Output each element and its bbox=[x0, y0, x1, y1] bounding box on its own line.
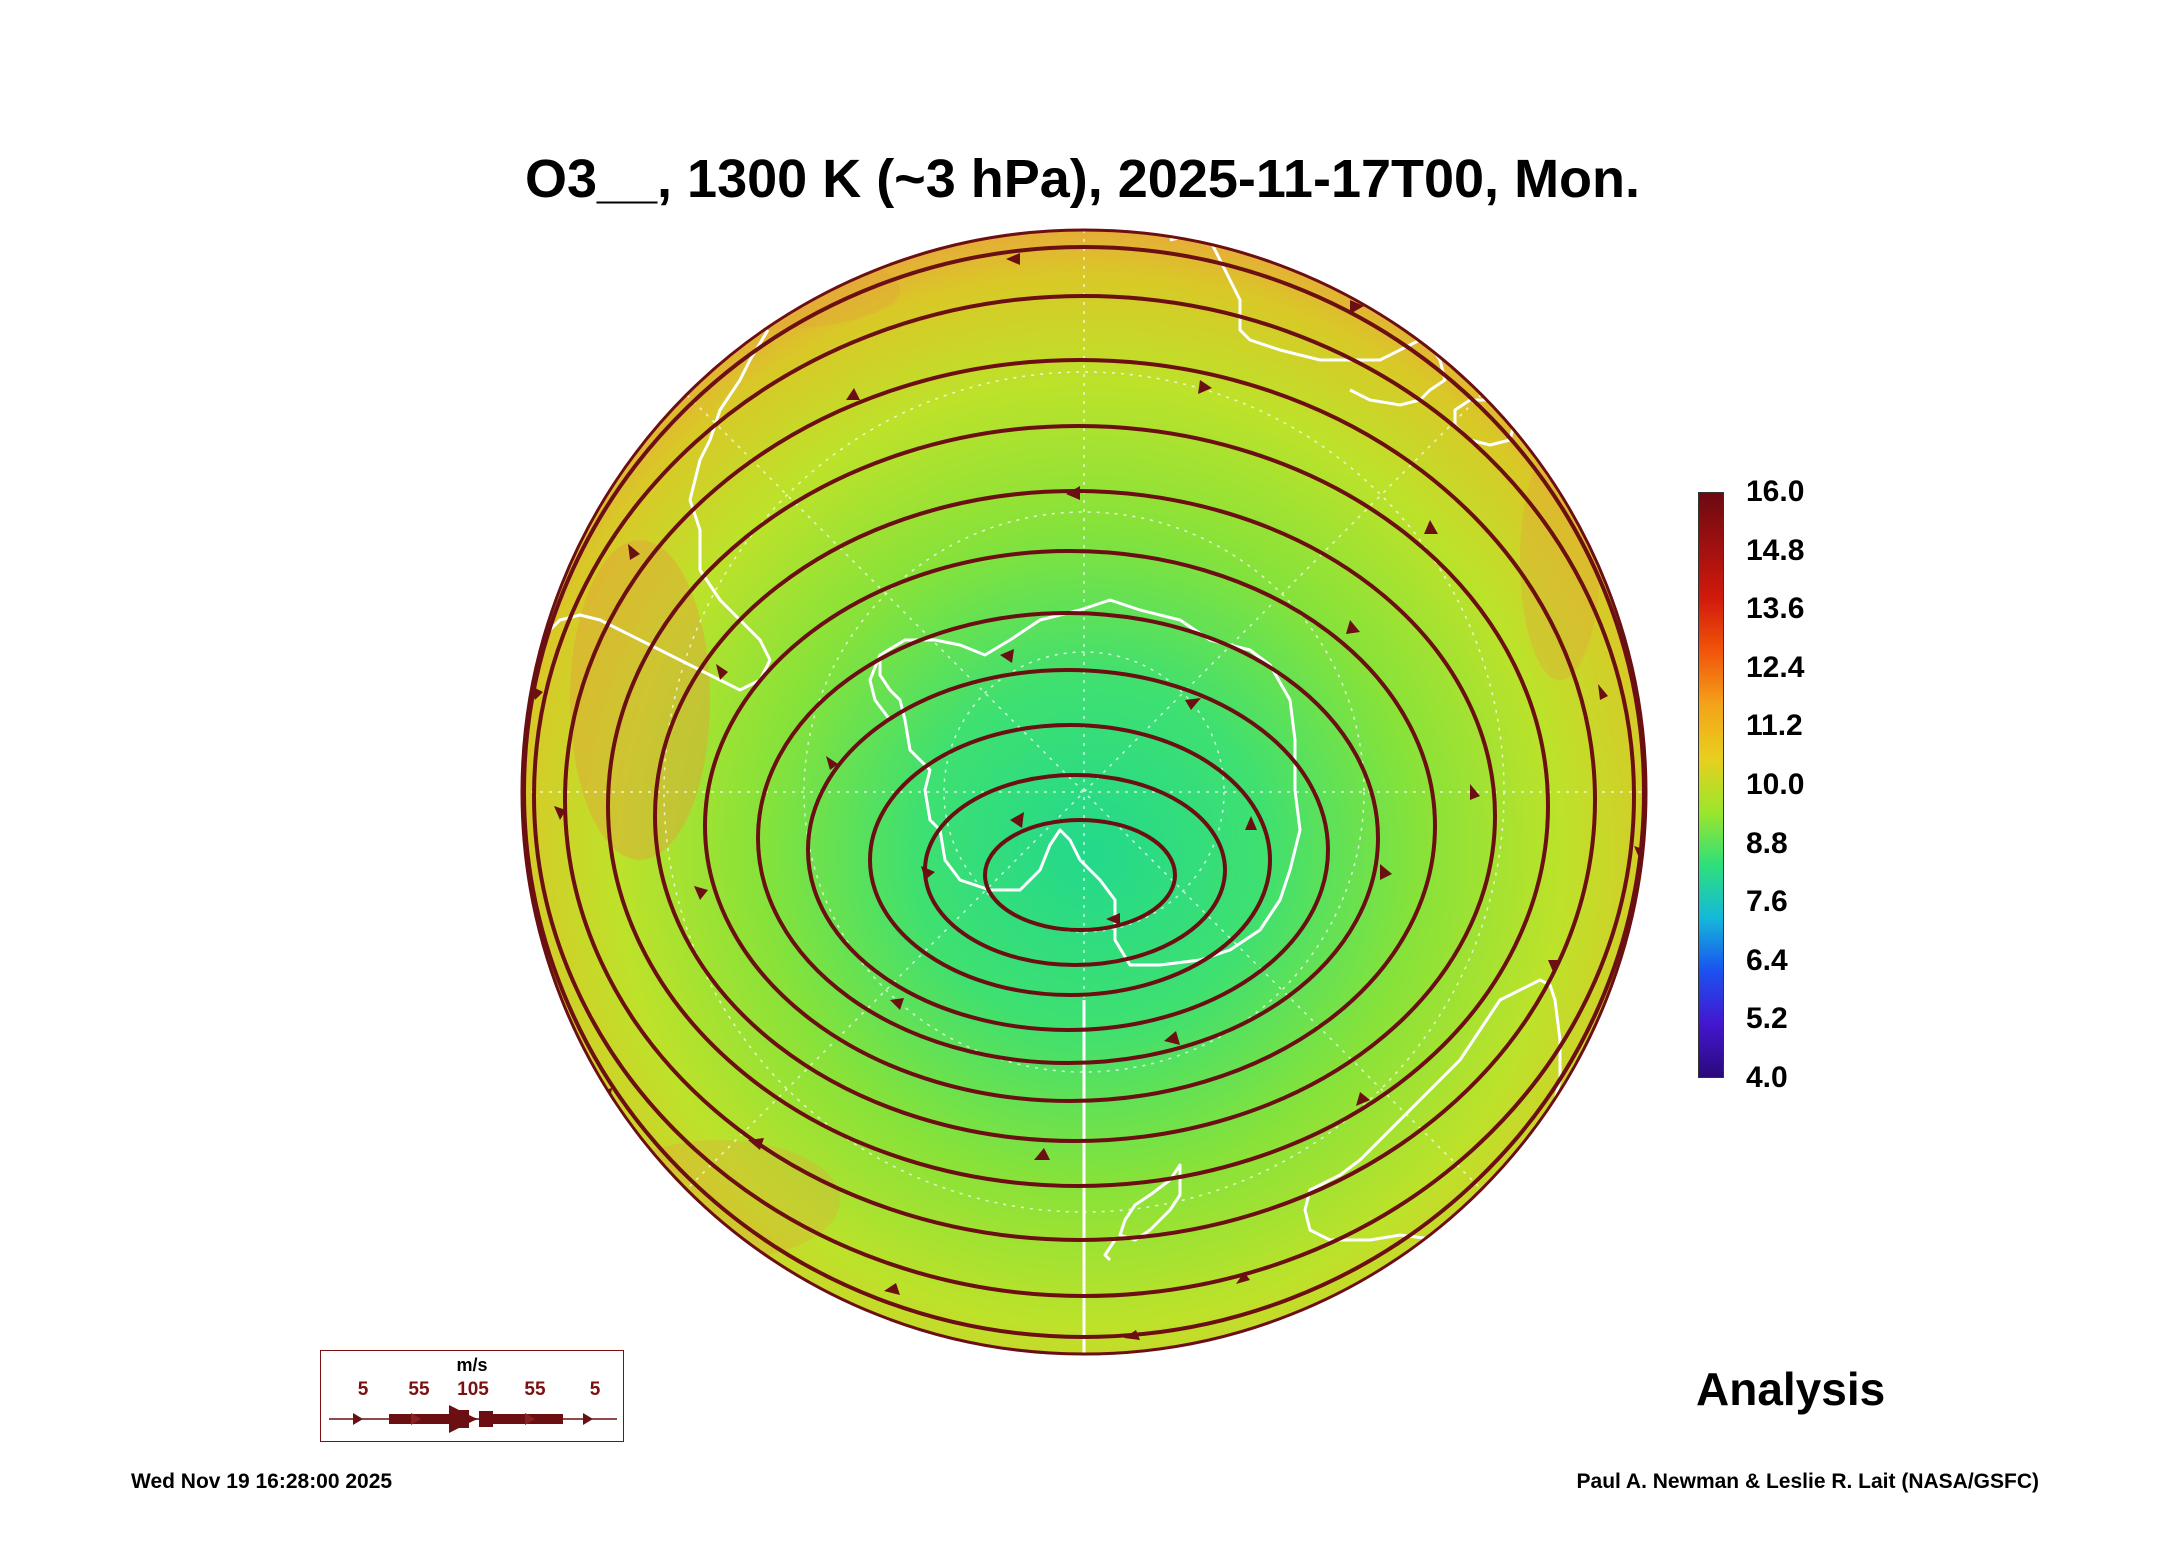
colorbar-tick-label: 13.6 bbox=[1746, 592, 1805, 626]
colorbar-tick-label: 8.8 bbox=[1746, 826, 1788, 860]
colorbar-tick-label: 7.6 bbox=[1746, 885, 1788, 919]
colorbar-tick-label: 5.2 bbox=[1746, 1002, 1788, 1036]
colorbar-tick-label: 11.2 bbox=[1746, 709, 1803, 743]
colorbar-tick-label: 16.0 bbox=[1746, 475, 1805, 508]
footer-timestamp: Wed Nov 19 16:28:00 2025 bbox=[131, 1470, 393, 1493]
streamlines bbox=[522, 245, 1646, 1340]
wind-speed-legend: m/s 5 55 105 55 5 bbox=[320, 1350, 624, 1442]
legend-value: 105 bbox=[457, 1379, 489, 1400]
legend-value: 55 bbox=[408, 1379, 430, 1400]
colorbar-tick-label: 6.4 bbox=[1746, 943, 1788, 977]
analysis-label: Analysis bbox=[1696, 1363, 1886, 1415]
colorbar-tick-label: 12.4 bbox=[1746, 650, 1805, 684]
legend-unit: m/s bbox=[456, 1355, 488, 1375]
legend-value: 5 bbox=[357, 1379, 369, 1400]
legend-value: 55 bbox=[524, 1379, 546, 1400]
chart-title: O3__, 1300 K (~3 hPa), 2025-11-17T00, Mo… bbox=[524, 149, 1641, 209]
colorbar-tick-label: 4.0 bbox=[1746, 1061, 1788, 1094]
legend-arrow-bar bbox=[329, 1405, 617, 1433]
colorbar-tick-label: 10.0 bbox=[1746, 768, 1805, 801]
globe-border bbox=[520, 228, 1648, 1356]
colorbar-tick-label: 14.8 bbox=[1746, 533, 1805, 567]
colorbar bbox=[1698, 492, 1724, 1078]
footer-credit: Paul A. Newman & Leslie R. Lait (NASA/GS… bbox=[1576, 1470, 2039, 1493]
legend-value: 5 bbox=[589, 1379, 601, 1400]
